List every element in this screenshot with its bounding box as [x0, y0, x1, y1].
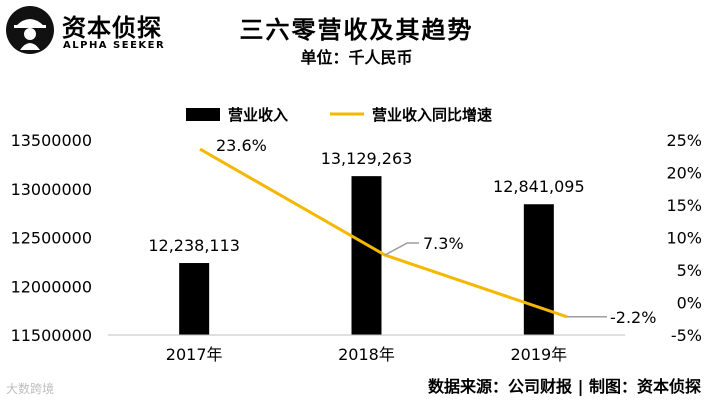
- left-tick-label: 12500000: [11, 229, 92, 248]
- source-note: 数据来源：公司财报 | 制图：资本侦探: [428, 377, 701, 396]
- right-tick-label: 15%: [666, 196, 702, 215]
- growth-line-series: [199, 147, 568, 319]
- bar: [179, 263, 210, 335]
- bar: [351, 176, 382, 335]
- right-tick-label: 25%: [666, 131, 702, 150]
- right-tick-label: -5%: [671, 326, 702, 345]
- bar-value-label: 12,238,113: [148, 236, 240, 255]
- right-tick-label: 10%: [666, 229, 702, 248]
- chart-title: 三六零营收及其趋势: [239, 16, 474, 44]
- bar-value-label: 13,129,263: [321, 149, 413, 168]
- chart-unit: 单位：千人民币: [300, 48, 413, 67]
- brand-logo: 资本侦探 ALPHA SEEKER: [6, 6, 176, 56]
- legend-label-line: 营业收入同比增速: [372, 106, 492, 124]
- right-tick-label: 20%: [666, 164, 702, 183]
- left-tick-label: 11500000: [11, 326, 92, 345]
- bar: [523, 204, 554, 335]
- legend-label-bar: 营业收入: [228, 106, 288, 124]
- right-axis: -5% 0% 5% 10% 15% 20% 25%: [666, 131, 702, 345]
- x-axis: 2017年 2018年 2019年: [166, 345, 567, 364]
- detective-icon: [6, 6, 54, 54]
- bar-series: [179, 176, 554, 335]
- bar-value-labels: 12,238,113 13,129,263 12,841,095: [148, 149, 584, 255]
- right-tick-label: 0%: [677, 294, 702, 313]
- left-tick-label: 12000000: [11, 277, 92, 296]
- x-tick-label: 2018年: [338, 345, 395, 364]
- growth-label: 7.3%: [423, 234, 464, 253]
- growth-labels: 23.6% 7.3% -2.2%: [216, 136, 656, 327]
- growth-label: 23.6%: [216, 136, 267, 155]
- growth-line: [199, 147, 568, 319]
- bar-value-label: 12,841,095: [493, 177, 585, 196]
- right-tick-label: 5%: [677, 261, 702, 280]
- legend-swatch-bar: [186, 108, 220, 121]
- growth-callout-line: [384, 242, 419, 256]
- growth-label: -2.2%: [610, 308, 656, 327]
- x-tick-label: 2017年: [166, 345, 223, 364]
- legend: 营业收入 营业收入同比增速: [186, 106, 492, 124]
- left-tick-label: 13500000: [11, 131, 92, 150]
- x-tick-label: 2019年: [510, 345, 567, 364]
- brand-name-en: ALPHA SEEKER: [63, 40, 166, 51]
- brand-name-cn: 资本侦探: [62, 14, 162, 42]
- left-tick-label: 13000000: [11, 180, 92, 199]
- left-axis: 11500000 12000000 12500000 13000000 13500000: [11, 131, 92, 345]
- watermark: 大数跨境: [6, 382, 55, 396]
